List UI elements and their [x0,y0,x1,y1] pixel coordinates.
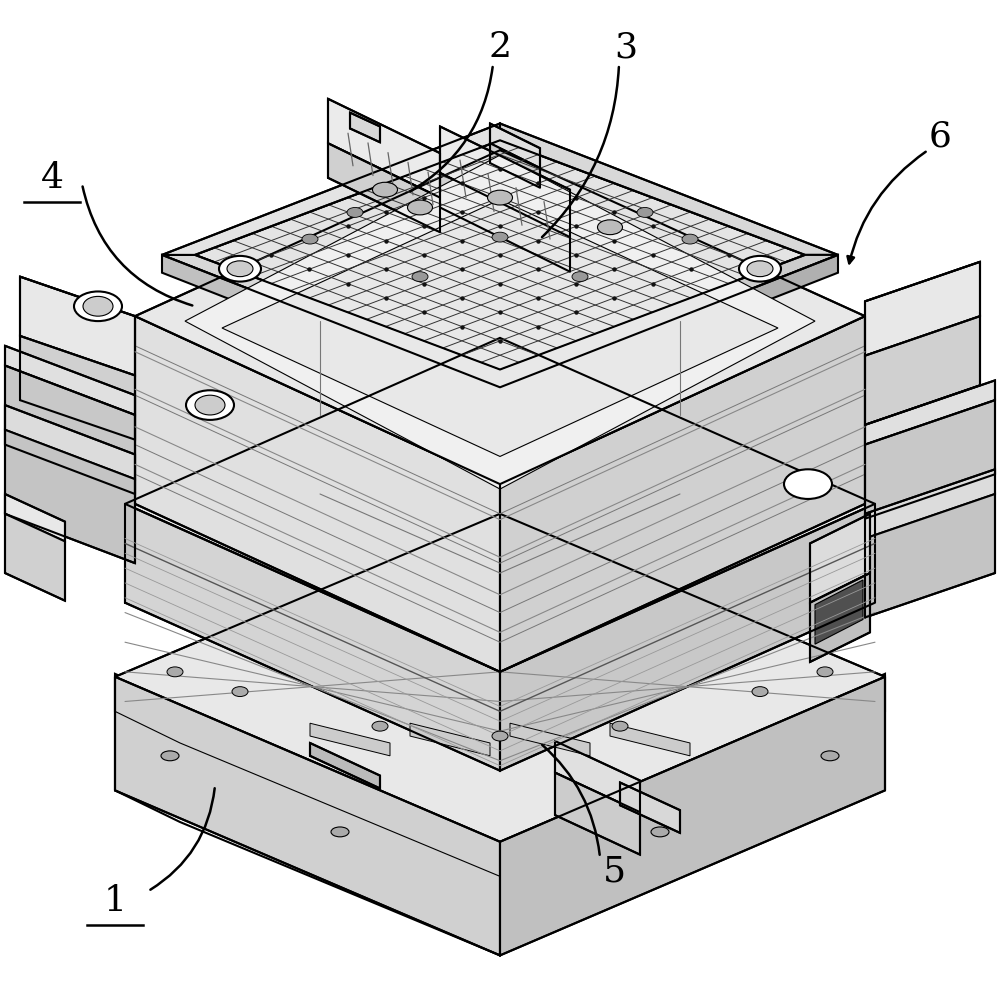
Polygon shape [162,124,500,255]
Ellipse shape [408,201,432,215]
Ellipse shape [412,272,428,282]
Polygon shape [500,504,875,771]
FancyArrowPatch shape [410,67,493,192]
Ellipse shape [186,390,234,420]
Polygon shape [310,723,390,756]
Polygon shape [410,723,490,756]
Polygon shape [328,99,440,198]
Polygon shape [865,262,980,356]
Polygon shape [328,143,440,232]
Text: 4: 4 [40,161,64,195]
Polygon shape [20,277,135,375]
Polygon shape [500,124,838,255]
Polygon shape [135,316,500,672]
Text: 1: 1 [104,884,126,918]
Polygon shape [620,782,680,833]
Text: 6: 6 [929,120,951,153]
Text: 2: 2 [488,31,512,64]
Polygon shape [125,504,500,771]
Ellipse shape [227,261,253,277]
Ellipse shape [331,827,349,837]
Polygon shape [310,743,380,788]
Ellipse shape [752,687,768,697]
Polygon shape [490,143,540,188]
Polygon shape [865,380,995,445]
Polygon shape [610,723,690,756]
Ellipse shape [817,667,833,677]
Ellipse shape [195,395,225,415]
Ellipse shape [739,256,781,282]
Text: 3: 3 [614,31,638,64]
Ellipse shape [612,721,628,731]
Polygon shape [865,469,995,538]
Polygon shape [125,338,875,672]
Polygon shape [185,155,815,489]
Ellipse shape [232,687,248,697]
FancyArrowPatch shape [150,788,215,890]
Polygon shape [815,580,863,644]
Polygon shape [500,677,885,955]
Ellipse shape [372,721,388,731]
Polygon shape [115,677,500,955]
Ellipse shape [219,256,261,282]
Ellipse shape [347,207,363,217]
FancyArrowPatch shape [847,152,926,263]
Text: 5: 5 [602,855,626,888]
Ellipse shape [598,220,622,235]
Ellipse shape [572,272,588,282]
Polygon shape [350,113,380,142]
Polygon shape [5,430,135,563]
Ellipse shape [74,291,122,321]
Polygon shape [810,514,870,603]
Polygon shape [440,173,570,272]
Polygon shape [555,773,640,855]
Ellipse shape [651,827,669,837]
Polygon shape [500,316,865,672]
Polygon shape [865,400,995,519]
Ellipse shape [682,234,698,244]
FancyArrowPatch shape [542,67,619,237]
FancyArrowPatch shape [542,745,600,855]
Ellipse shape [747,261,773,277]
Polygon shape [555,741,640,812]
Ellipse shape [488,191,512,206]
Ellipse shape [784,469,832,499]
Polygon shape [5,494,65,541]
Polygon shape [222,200,778,456]
Polygon shape [115,674,885,881]
Ellipse shape [83,296,113,316]
Ellipse shape [492,232,508,242]
Polygon shape [115,514,885,842]
Polygon shape [440,126,570,237]
Polygon shape [5,514,65,601]
Polygon shape [490,124,540,168]
Ellipse shape [302,234,318,244]
Polygon shape [20,336,135,440]
Polygon shape [865,316,980,425]
Ellipse shape [637,207,653,217]
Ellipse shape [167,667,183,677]
Polygon shape [135,150,865,484]
Ellipse shape [372,183,398,198]
Polygon shape [162,255,500,405]
Polygon shape [5,405,135,479]
Ellipse shape [161,751,179,761]
Polygon shape [810,573,870,662]
Ellipse shape [492,731,508,741]
Polygon shape [500,255,838,405]
Polygon shape [865,494,995,618]
FancyArrowPatch shape [83,187,192,305]
Polygon shape [500,255,838,387]
Polygon shape [5,346,135,415]
Polygon shape [510,723,590,756]
Ellipse shape [821,751,839,761]
Polygon shape [5,366,135,494]
Polygon shape [195,140,805,370]
Polygon shape [162,255,500,387]
